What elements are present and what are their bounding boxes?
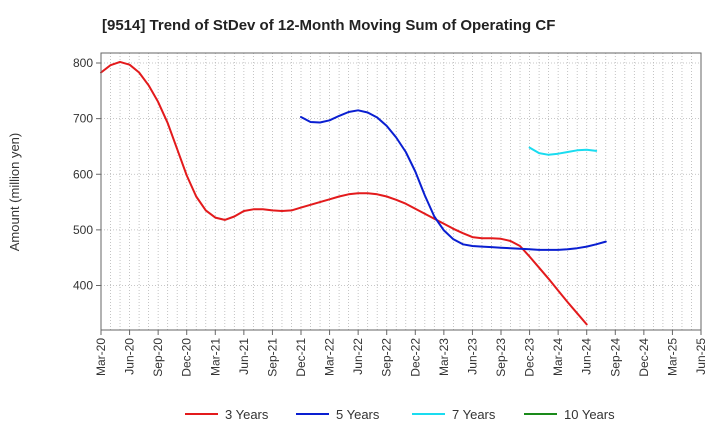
- series-lines: [100, 60, 607, 326]
- series-line-7-years: [528, 146, 598, 156]
- y-axis-label: Amount (million yen): [7, 133, 22, 252]
- y-tick-label: 500: [73, 223, 93, 237]
- y-tick-label: 800: [73, 56, 93, 70]
- chart-title: [9514] Trend of StDev of 12-Month Moving…: [102, 17, 555, 34]
- y-tick-label: 400: [73, 279, 93, 293]
- x-tick-label: Jun-23: [465, 338, 479, 375]
- legend: 3 Years 5 Years 7 Years 10 Years: [185, 407, 615, 422]
- x-tick-label: Sep-23: [494, 338, 508, 377]
- x-tick-label: Jun-24: [580, 338, 594, 375]
- x-tick-label: Dec-22: [408, 338, 422, 377]
- x-tick-label: Dec-21: [294, 338, 308, 377]
- series-line-5-years: [300, 109, 607, 251]
- x-tick-label: Jun-20: [123, 338, 137, 375]
- y-axis-ticks: 400 500 600 700 800: [73, 56, 101, 293]
- x-tick-label: Jun-21: [237, 338, 251, 375]
- x-tick-label: Mar-22: [323, 338, 337, 376]
- plot-area: [100, 52, 702, 331]
- x-tick-label: Mar-24: [551, 338, 565, 376]
- x-tick-label: Mar-25: [665, 338, 679, 376]
- x-tick-label: Sep-24: [608, 338, 622, 377]
- x-tick-label: Dec-24: [637, 338, 651, 377]
- x-tick-label: Jun-22: [351, 338, 365, 375]
- x-tick-label: Jun-25: [694, 338, 708, 375]
- legend-label: 5 Years: [336, 407, 380, 422]
- x-tick-label: Sep-20: [151, 338, 165, 377]
- y-tick-label: 700: [73, 112, 93, 126]
- x-axis-ticks: Mar-20 Jun-20 Sep-20 Dec-20 Mar-21 Jun-21 Sep-…: [94, 330, 708, 377]
- x-tick-label: Dec-23: [523, 338, 537, 377]
- x-tick-label: Sep-22: [380, 338, 394, 377]
- x-tick-label: Sep-21: [265, 338, 279, 377]
- legend-label: 7 Years: [452, 407, 496, 422]
- x-tick-label: Mar-21: [208, 338, 222, 376]
- y-tick-label: 600: [73, 167, 93, 181]
- series-line-3-years: [100, 60, 588, 326]
- x-tick-label: Mar-20: [94, 338, 108, 376]
- x-tick-label: Mar-23: [437, 338, 451, 376]
- gridlines: [101, 53, 701, 330]
- x-tick-label: Dec-20: [180, 338, 194, 377]
- legend-label: 10 Years: [564, 407, 615, 422]
- legend-label: 3 Years: [225, 407, 269, 422]
